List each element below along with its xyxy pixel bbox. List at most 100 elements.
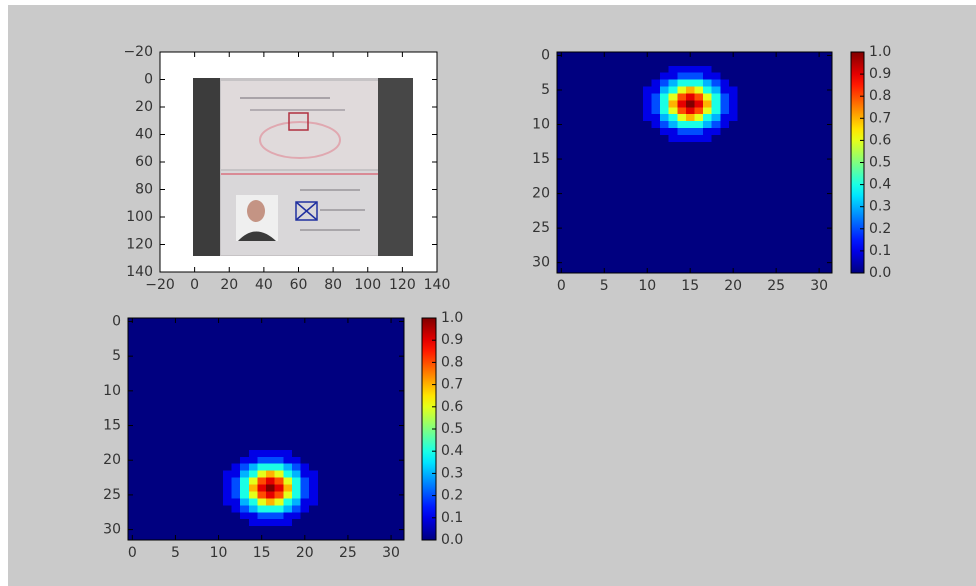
- heatmap-cell: [162, 394, 172, 402]
- heatmap-cell: [806, 52, 816, 60]
- heatmap-cell: [789, 155, 798, 163]
- heatmap-cell: [565, 148, 575, 156]
- heatmap-cell: [171, 498, 181, 506]
- heatmap-cell: [737, 210, 747, 219]
- heatmap-cell: [780, 245, 790, 253]
- heatmap-cell: [378, 484, 388, 492]
- heatmap-cell: [386, 491, 396, 499]
- heatmap-cell: [240, 498, 250, 506]
- heatmap-cell: [634, 203, 644, 212]
- heatmap-cell: [291, 359, 301, 367]
- heatmap-cell: [746, 238, 755, 246]
- heatmap-cell: [565, 107, 575, 115]
- heatmap-cell: [557, 210, 566, 219]
- heatmap-cell: [283, 318, 293, 326]
- heatmap-cell: [214, 484, 224, 492]
- heatmap-cell: [266, 533, 275, 541]
- heatmap-cell: [780, 127, 790, 136]
- heatmap-cell: [352, 456, 362, 464]
- heatmap-cell: [162, 449, 172, 458]
- heatmap-cell: [222, 505, 232, 513]
- heatmap-cell: [642, 86, 652, 94]
- heatmap-cell: [591, 79, 601, 87]
- heatmap-cell: [291, 526, 301, 534]
- heatmap-cell: [274, 470, 284, 478]
- heatmap-cell: [806, 217, 816, 225]
- heatmap-cell: [582, 79, 592, 87]
- heatmap-cell: [291, 352, 301, 360]
- heatmap-cell: [222, 435, 232, 444]
- heatmap-cell: [231, 373, 241, 381]
- heatmap-cell: [248, 380, 258, 388]
- heatmap-cell: [369, 359, 379, 367]
- heatmap-cell: [274, 512, 284, 520]
- heatmap-cell: [582, 190, 592, 198]
- heatmap-cell: [378, 373, 388, 381]
- photo-axes: [160, 52, 437, 272]
- heatmap-cell: [205, 519, 215, 527]
- heatmap-cell: [703, 65, 712, 74]
- heatmap-cell: [789, 107, 798, 115]
- heatmap-cell: [222, 415, 232, 423]
- heatmap-cell: [754, 203, 764, 212]
- heatmap-cell: [814, 148, 824, 156]
- heatmap-cell: [617, 259, 627, 267]
- heatmap-cell: [754, 72, 764, 80]
- heatmap-cell: [711, 169, 721, 177]
- heatmap-cell: [694, 79, 704, 87]
- heatmap-cell: [369, 408, 379, 416]
- heatmap-cell: [283, 491, 293, 499]
- heatmap-cell: [248, 449, 258, 458]
- heatmap-cell: [188, 380, 198, 388]
- heatmap-cell: [814, 100, 824, 108]
- heatmap-cell: [326, 526, 336, 534]
- heatmap-cell: [703, 107, 712, 115]
- heatmap-cell: [694, 52, 704, 60]
- x-tick-label: 0: [190, 277, 199, 293]
- heatmap-cell: [746, 114, 755, 122]
- heatmap-cell: [814, 86, 824, 94]
- heatmap-cell: [214, 429, 224, 437]
- y-tick-label: 0: [144, 72, 153, 88]
- heatmap-cell: [711, 127, 721, 136]
- heatmap-cell: [197, 505, 206, 513]
- heatmap-cell: [703, 121, 712, 129]
- heatmap-cell: [179, 408, 189, 416]
- heatmap-cell: [685, 245, 695, 253]
- heatmap-cell: [694, 65, 704, 74]
- heatmap-cell: [309, 401, 319, 409]
- heatmap-cell: [557, 217, 566, 225]
- heatmap-cell: [335, 533, 344, 541]
- heatmap-cell: [248, 429, 258, 437]
- heatmap-cell: [754, 114, 764, 122]
- heatmap-cell: [291, 394, 301, 402]
- heatmap-cell: [136, 512, 146, 520]
- heatmap-cell: [283, 324, 293, 333]
- heatmap-cell: [352, 387, 362, 395]
- heatmap-cell: [369, 449, 379, 458]
- heatmap-cell: [188, 324, 198, 333]
- heatmap-cell: [309, 366, 319, 374]
- heatmap-cell: [599, 238, 609, 246]
- colorbar-tick-label: 0.6: [441, 399, 463, 415]
- heatmap-cell: [668, 79, 678, 87]
- heatmap-cell: [291, 470, 301, 478]
- heatmap-cell: [789, 190, 798, 198]
- heatmap-cell: [806, 252, 816, 260]
- heatmap-cell: [565, 203, 575, 212]
- heatmap-cell: [335, 526, 344, 534]
- heatmap-cell: [326, 498, 336, 506]
- heatmap-cell: [634, 197, 644, 205]
- heatmap-cell: [771, 217, 781, 225]
- heatmap-cell: [625, 65, 635, 74]
- heatmap-cell: [789, 114, 798, 122]
- heatmap-cell: [677, 148, 687, 156]
- heatmap-cell: [703, 127, 712, 136]
- heatmap-cell: [797, 72, 807, 80]
- heatmap-cell: [231, 380, 241, 388]
- heatmap-cell: [694, 134, 704, 143]
- heatmap-cell: [574, 134, 584, 143]
- heatmap-cell: [222, 442, 232, 451]
- heatmap-cell: [136, 415, 146, 423]
- heatmap-cell: [162, 352, 172, 360]
